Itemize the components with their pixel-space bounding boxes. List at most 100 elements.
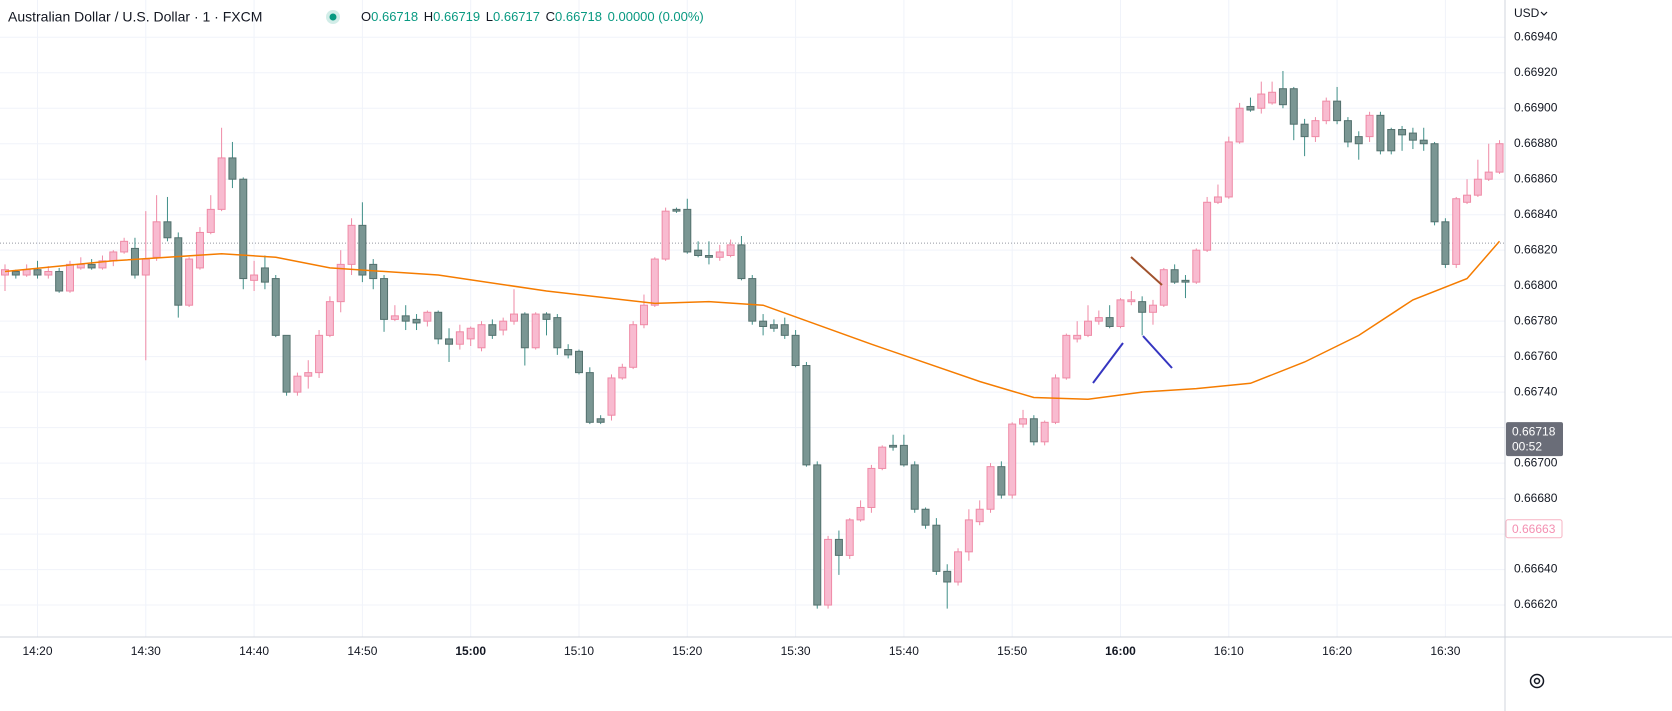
candle-body xyxy=(856,506,865,521)
last-price-label: 0.66718 xyxy=(1512,424,1556,438)
last-price-box xyxy=(1506,422,1563,457)
price-axis xyxy=(1505,0,1672,711)
candle-body xyxy=(629,324,638,368)
candle-body xyxy=(715,251,724,258)
candle-body xyxy=(1430,143,1439,223)
candle-body xyxy=(347,224,356,265)
currency-menu[interactable]: USD xyxy=(1514,6,1540,20)
candle-body xyxy=(1,269,9,276)
candle-body xyxy=(33,269,42,276)
candle-body xyxy=(1376,114,1385,152)
ohlc-legend: O0.66718 H0.66719 L0.66717 C0.66718 0.00… xyxy=(361,9,704,24)
candle-body xyxy=(499,320,508,331)
candle-body xyxy=(315,334,324,374)
settings-icon[interactable] xyxy=(1529,673,1545,689)
candle-body xyxy=(130,247,139,276)
status-dot xyxy=(329,13,337,21)
candle-body xyxy=(672,208,681,212)
candle-body xyxy=(1148,304,1157,313)
candle-body xyxy=(423,311,432,322)
ohlc-label: H xyxy=(424,9,433,24)
candle-body xyxy=(174,237,183,306)
candle-body xyxy=(1084,320,1092,336)
y-tick-label: 0.66840 xyxy=(1514,207,1558,221)
candle-body xyxy=(65,263,74,292)
candle-body xyxy=(1192,249,1201,283)
y-tick-label: 0.66760 xyxy=(1514,349,1558,363)
candle-body xyxy=(1484,171,1493,180)
x-tick-label: 14:20 xyxy=(22,644,52,658)
candle-body xyxy=(1354,136,1363,145)
ohlc-value: 0.66718 xyxy=(555,9,602,24)
candle-body xyxy=(910,464,919,510)
candle-body xyxy=(759,320,768,327)
currency-chevron[interactable] xyxy=(1540,11,1548,16)
candle-body xyxy=(683,208,692,253)
candle-body xyxy=(466,327,475,340)
marker-price-label: 0.66663 xyxy=(1512,522,1556,536)
moving-average xyxy=(4,240,1501,400)
candle-body xyxy=(1073,334,1082,340)
candle-body xyxy=(380,278,389,320)
candle-body xyxy=(726,244,735,257)
candle-body xyxy=(694,249,703,257)
candle-body xyxy=(813,464,822,606)
candle-body xyxy=(553,317,562,349)
x-tick-label: 14:50 xyxy=(347,644,377,658)
y-tick-label: 0.66700 xyxy=(1514,455,1558,469)
candle-body xyxy=(596,418,605,423)
plot xyxy=(1,70,1504,609)
candle-body xyxy=(997,466,1006,496)
x-tick-label: 15:10 xyxy=(564,644,594,658)
y-tick-label: 0.66860 xyxy=(1514,171,1558,185)
candle-body xyxy=(889,444,898,448)
candle-body xyxy=(206,208,215,233)
ohlc-label: O xyxy=(361,9,371,24)
countdown-label: 00:52 xyxy=(1512,439,1542,453)
gear-outer[interactable] xyxy=(1529,673,1545,689)
axes: 0.666200.666400.666600.666800.667000.667… xyxy=(22,29,1563,658)
candle-body xyxy=(293,375,302,393)
candle-body xyxy=(1040,421,1049,443)
ohlc-label: L xyxy=(486,9,493,24)
candle-body xyxy=(1311,120,1320,138)
candle-body xyxy=(661,210,670,260)
marker-price-box xyxy=(1505,519,1563,539)
candle-body xyxy=(564,349,573,356)
candle-body xyxy=(932,524,941,572)
candle-body xyxy=(845,519,854,556)
gear-inner[interactable] xyxy=(1533,677,1541,685)
candle-body xyxy=(1008,423,1017,496)
candle-body xyxy=(737,244,746,280)
candle-body xyxy=(878,446,887,469)
y-tick-label: 0.66880 xyxy=(1514,136,1558,150)
candle-body xyxy=(152,221,161,258)
candle-body xyxy=(639,304,648,326)
x-tick-label: 15:40 xyxy=(889,644,919,658)
candle-body xyxy=(434,311,443,340)
ohlc-label: C xyxy=(546,9,555,24)
candle-body xyxy=(899,444,908,466)
candle-body xyxy=(520,313,529,349)
candle-body xyxy=(824,538,833,606)
y-tick-label: 0.66800 xyxy=(1514,278,1558,292)
symbol-title: Australian Dollar / U.S. Dollar · 1 · FX… xyxy=(8,9,262,25)
candle-body xyxy=(401,315,410,322)
candle-body xyxy=(618,366,627,379)
y-tick-label: 0.66680 xyxy=(1514,491,1558,505)
candle-body xyxy=(1051,377,1060,423)
x-tick-label: 15:20 xyxy=(672,644,702,658)
drawn-line xyxy=(1142,335,1173,369)
candle-body xyxy=(769,324,778,329)
y-tick-label: 0.66940 xyxy=(1514,29,1558,43)
candle-body xyxy=(1257,93,1266,109)
candle-body xyxy=(250,274,259,281)
candle-body xyxy=(1224,141,1233,198)
candle-body xyxy=(141,258,150,276)
candle-body xyxy=(1181,279,1190,283)
ohlc-change: 0.00000 (0.00%) xyxy=(608,9,704,24)
candle-body xyxy=(1419,139,1428,145)
candle-body xyxy=(650,258,659,306)
